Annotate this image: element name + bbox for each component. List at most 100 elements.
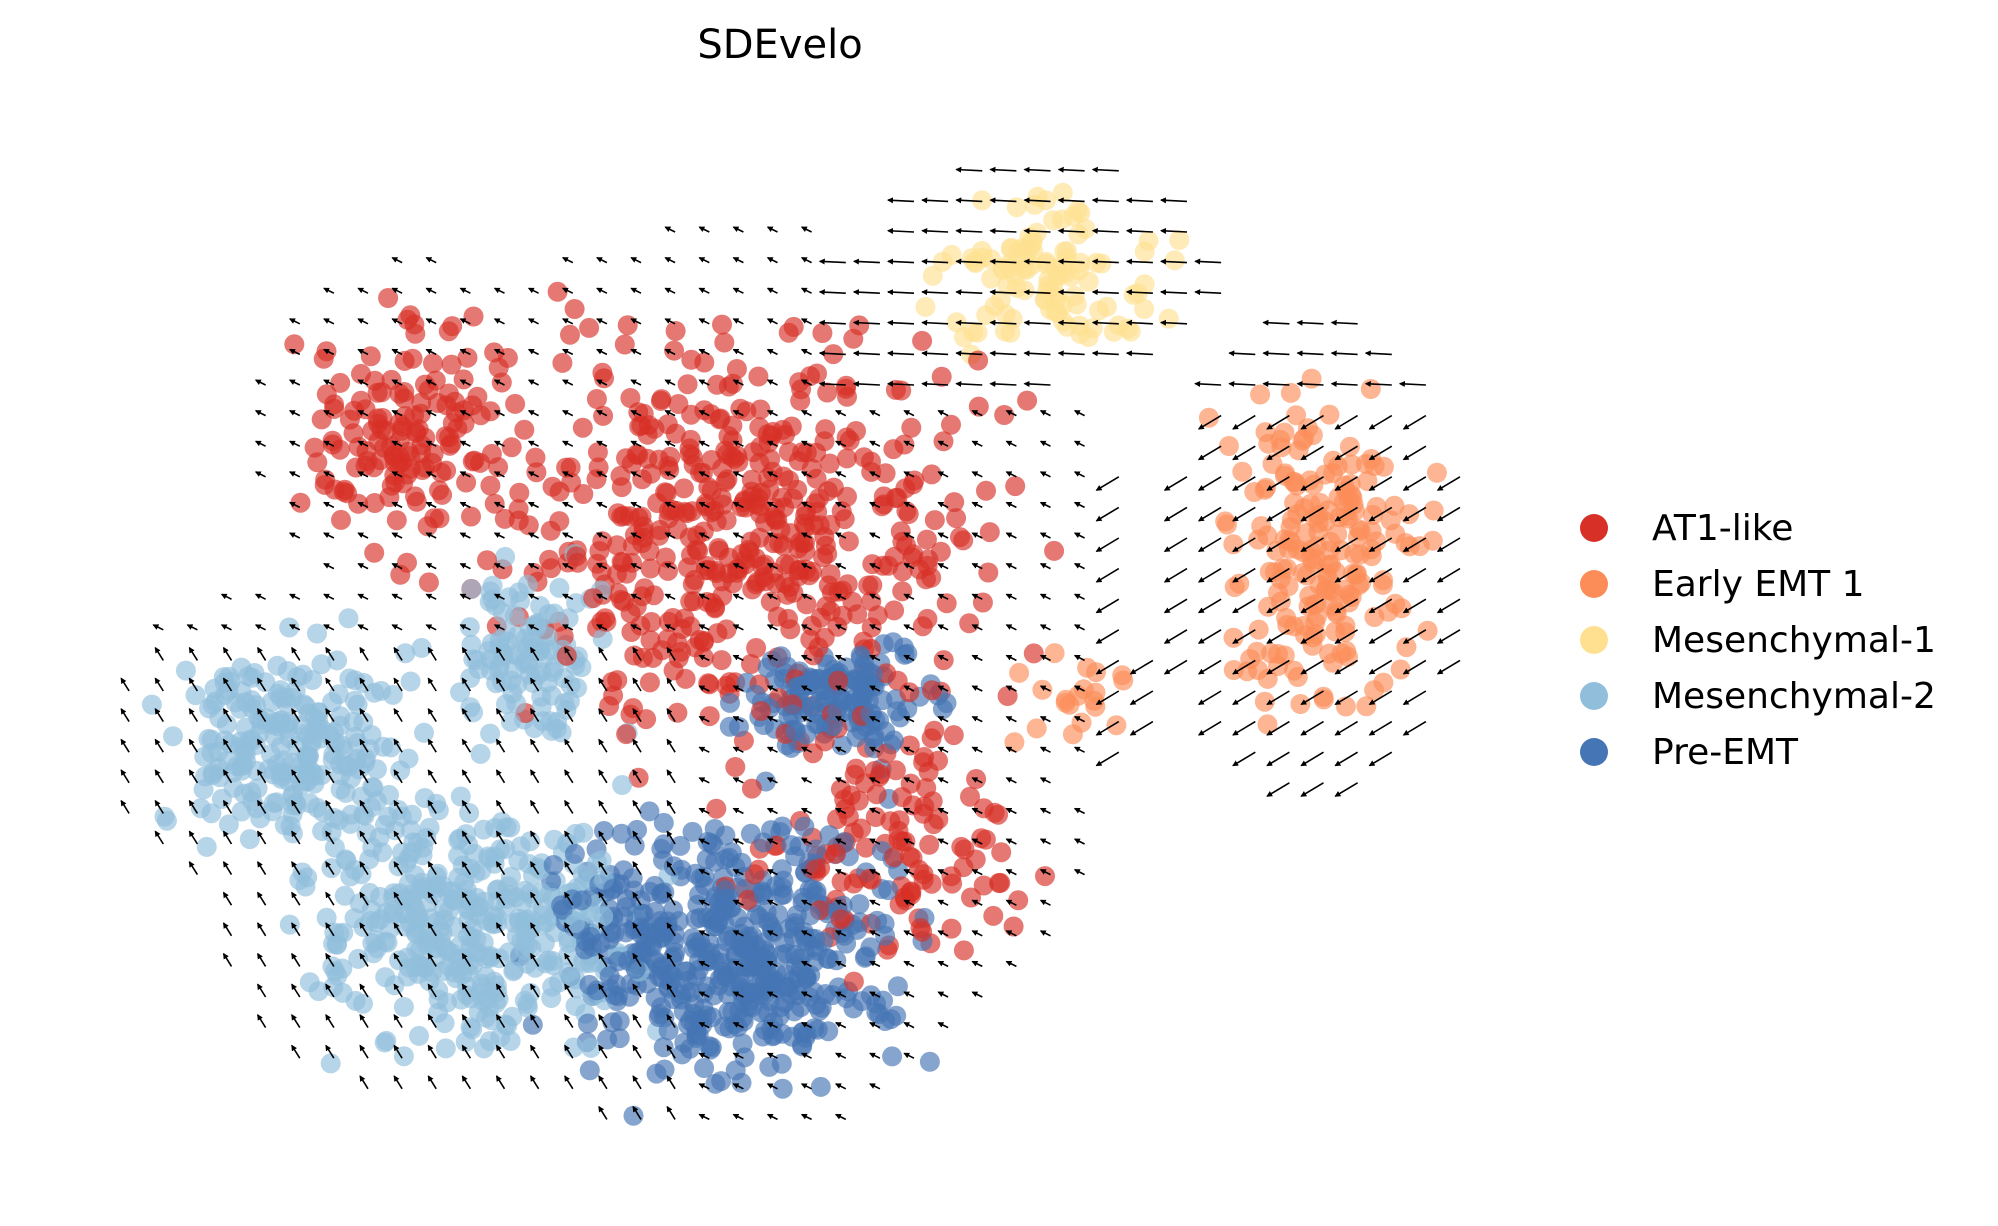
velocity-arrow	[800, 1113, 812, 1121]
cell-point-mesenchymal-2	[338, 608, 359, 629]
cell-point-mesenchymal-2	[399, 957, 419, 978]
velocity-arrow	[698, 501, 710, 509]
cell-point-at1-like	[508, 499, 529, 520]
velocity-arrow	[357, 409, 369, 417]
cell-point-mesenchymal-2	[365, 930, 386, 950]
velocity-arrow	[971, 471, 983, 478]
velocity-arrow	[527, 287, 539, 294]
velocity-arrow	[766, 746, 778, 753]
velocity-arrow	[152, 624, 164, 631]
velocity-arrow	[459, 379, 471, 386]
cell-point-mesenchymal-1	[1056, 262, 1077, 283]
cell-point-at1-like	[637, 448, 658, 469]
cell-point-pre-emt	[653, 812, 674, 833]
velocity-arrow	[188, 646, 199, 661]
velocity-arrow	[1300, 720, 1324, 736]
velocity-arrow	[1073, 838, 1085, 845]
velocity-arrow	[1073, 562, 1085, 570]
cell-point-mesenchymal-2	[322, 692, 343, 713]
cell-point-pre-emt	[762, 1026, 783, 1047]
velocity-arrow	[391, 318, 403, 325]
velocity-arrow	[461, 1075, 472, 1090]
velocity-arrow	[359, 646, 369, 661]
cell-point-at1-like	[677, 374, 698, 395]
velocity-arrow	[291, 738, 301, 753]
velocity-arrow	[955, 227, 983, 234]
velocity-arrow	[732, 838, 744, 845]
cell-point-at1-like	[322, 430, 343, 451]
cell-point-pre-emt	[815, 984, 836, 1004]
velocity-arrow	[630, 532, 642, 539]
cell-point-mesenchymal-2	[245, 695, 266, 715]
velocity-arrow	[391, 532, 403, 539]
cell-point-at1-like	[875, 463, 896, 484]
velocity-arrow	[425, 624, 437, 631]
cell-point-pre-emt	[800, 905, 821, 926]
velocity-arrow	[1364, 350, 1392, 357]
velocity-arrow	[291, 830, 301, 845]
cell-point-mesenchymal-2	[462, 1019, 483, 1040]
cell-point-at1-like	[930, 541, 951, 562]
cell-point-mesenchymal-2	[480, 723, 501, 744]
velocity-arrow	[493, 471, 505, 478]
cell-point-pre-emt	[731, 852, 752, 873]
cell-point-early-emt-1	[1313, 689, 1334, 710]
velocity-arrow	[154, 830, 164, 845]
velocity-arrow	[732, 471, 744, 478]
cell-point-mesenchymal-2	[565, 913, 585, 934]
velocity-arrow	[564, 1014, 574, 1029]
velocity-arrow	[325, 830, 335, 845]
velocity-arrow	[188, 769, 199, 784]
cell-point-mesenchymal-2	[508, 582, 529, 603]
cell-point-at1-like	[681, 404, 702, 425]
cell-point-at1-like	[912, 616, 933, 637]
velocity-arrow	[562, 532, 574, 539]
velocity-arrow	[222, 646, 233, 661]
velocity-arrow	[1228, 380, 1256, 387]
velocity-arrow	[1197, 476, 1222, 491]
cell-point-at1-like	[712, 586, 733, 606]
cell-point-at1-like	[650, 390, 671, 411]
cell-point-at1-like	[709, 409, 730, 430]
cell-point-pre-emt	[799, 879, 820, 900]
cell-point-pre-emt	[701, 1037, 722, 1058]
legend-item-pre-emt: Pre-EMT	[1580, 724, 1936, 780]
velocity-arrow	[887, 258, 915, 265]
cell-point-mesenchymal-2	[503, 961, 524, 982]
cell-point-mesenchymal-2	[307, 623, 327, 644]
velocity-arrow	[732, 991, 744, 998]
cell-point-at1-like	[494, 508, 515, 529]
legend-label: Mesenchymal-2	[1652, 675, 1936, 717]
cell-point-at1-like	[912, 330, 933, 351]
velocity-arrow	[461, 708, 472, 723]
cell-point-at1-like	[778, 322, 799, 343]
velocity-arrow	[222, 922, 233, 937]
cell-point-early-emt-1	[1004, 732, 1025, 753]
cell-point-mesenchymal-2	[549, 577, 570, 598]
velocity-arrow	[698, 256, 710, 264]
cell-point-at1-like	[931, 366, 952, 387]
cell-point-mesenchymal-2	[483, 905, 504, 926]
velocity-arrow	[698, 685, 710, 692]
velocity-arrow	[1129, 659, 1154, 675]
velocity-arrow	[325, 922, 335, 937]
velocity-arrow	[766, 868, 778, 876]
cell-point-at1-like	[658, 560, 678, 581]
velocity-arrow	[291, 861, 301, 876]
cell-point-pre-emt	[763, 973, 784, 994]
cell-point-at1-like	[711, 650, 732, 671]
velocity-arrow	[1023, 350, 1051, 357]
velocity-arrow	[393, 1075, 403, 1090]
legend-item-mesenchymal-2: Mesenchymal-2	[1580, 668, 1936, 724]
cell-point-mesenchymal-2	[448, 867, 469, 888]
cell-point-at1-like	[892, 581, 913, 602]
velocity-arrow	[359, 830, 369, 845]
velocity-arrow	[937, 532, 949, 539]
velocity-arrow	[596, 532, 608, 539]
cell-point-at1-like	[817, 481, 838, 502]
velocity-arrow	[1023, 319, 1051, 326]
velocity-arrow	[1266, 751, 1290, 767]
velocity-arrow	[257, 708, 267, 723]
velocity-arrow	[530, 738, 540, 753]
cell-point-at1-like	[614, 334, 635, 355]
